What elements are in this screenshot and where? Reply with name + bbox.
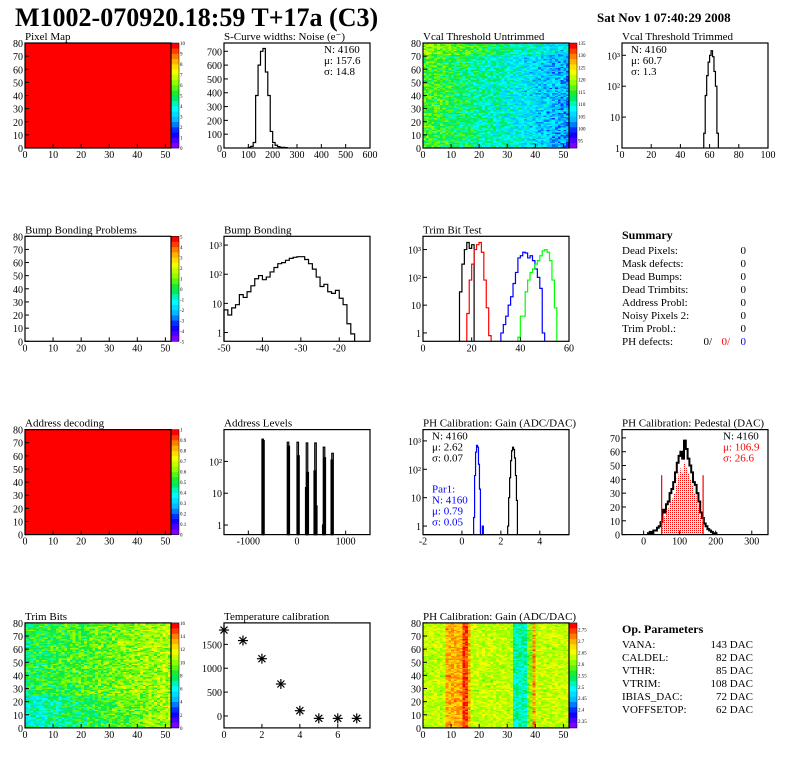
page-title: M1002-070920.18:59 T+17a (C3) bbox=[15, 3, 378, 32]
heatmap-cells bbox=[25, 43, 171, 148]
chart-title: Pixel Map bbox=[25, 31, 71, 43]
date-label: Sat Nov 1 07:40:29 2008 bbox=[597, 10, 731, 25]
